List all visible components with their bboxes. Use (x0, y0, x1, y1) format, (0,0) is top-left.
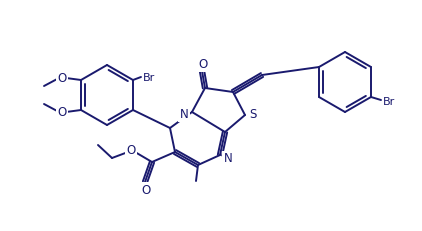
Text: S: S (249, 109, 257, 122)
Text: O: O (141, 183, 151, 197)
Text: N: N (180, 107, 188, 121)
Text: Br: Br (383, 97, 395, 107)
Text: O: O (57, 106, 67, 119)
Text: N: N (224, 152, 233, 165)
Text: O: O (198, 58, 208, 70)
Text: O: O (57, 72, 67, 85)
Text: Br: Br (143, 73, 155, 83)
Text: O: O (126, 143, 135, 156)
